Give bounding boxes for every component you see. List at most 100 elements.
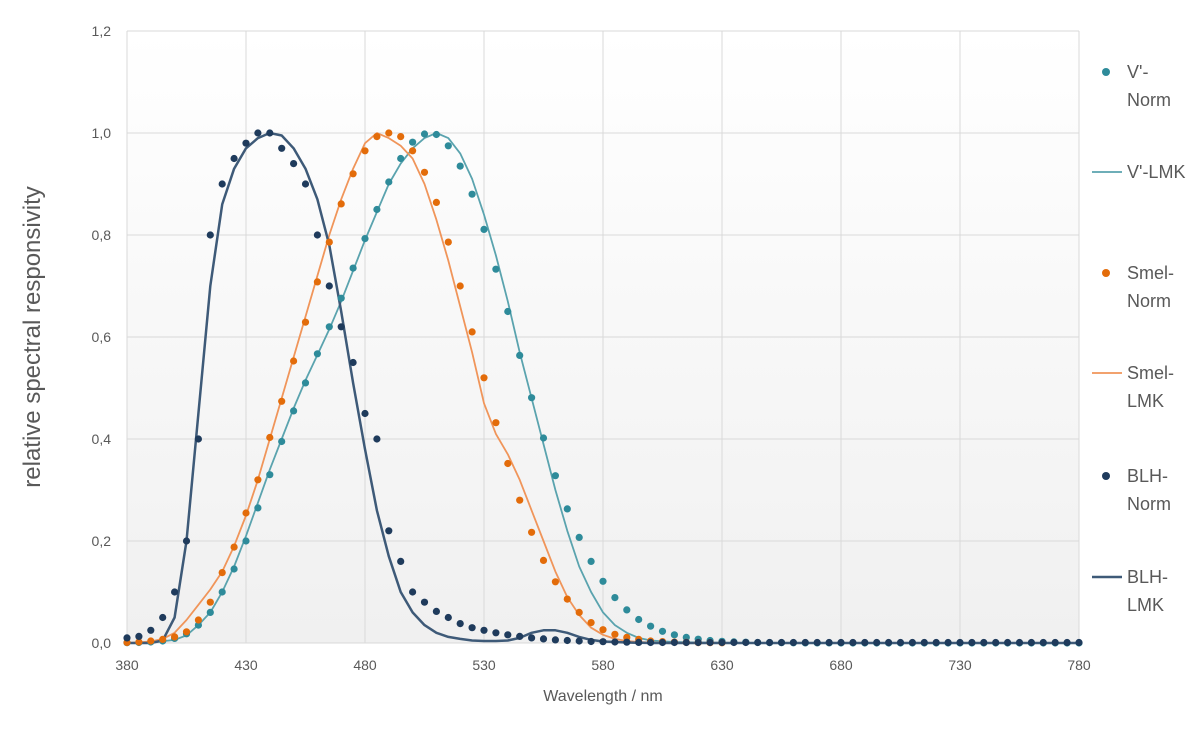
data-point bbox=[528, 528, 536, 536]
data-point bbox=[301, 180, 310, 188]
data-point bbox=[159, 613, 167, 622]
legend-label-line: Smel- bbox=[1127, 263, 1174, 283]
y-tick-label: 0,4 bbox=[92, 431, 112, 447]
data-point bbox=[742, 638, 750, 647]
y-tick-label: 0,0 bbox=[92, 635, 112, 651]
data-point bbox=[218, 180, 226, 188]
data-point bbox=[992, 638, 1000, 647]
data-point bbox=[409, 588, 417, 596]
data-point bbox=[766, 638, 774, 647]
data-point bbox=[516, 632, 524, 641]
legend-label-line: BLH- bbox=[1127, 466, 1168, 486]
data-point bbox=[611, 638, 619, 646]
data-point bbox=[468, 328, 476, 336]
data-point bbox=[504, 631, 512, 639]
data-point bbox=[242, 139, 250, 147]
data-point bbox=[218, 569, 226, 577]
data-point bbox=[599, 577, 607, 585]
data-point bbox=[230, 154, 238, 163]
data-point bbox=[290, 357, 298, 365]
data-point bbox=[789, 638, 798, 647]
data-point bbox=[587, 557, 595, 566]
data-point bbox=[420, 598, 429, 606]
legend-label-line: BLH- bbox=[1127, 567, 1168, 587]
data-point bbox=[290, 407, 298, 415]
data-point bbox=[159, 635, 167, 644]
data-point bbox=[432, 607, 440, 616]
data-point bbox=[849, 638, 857, 647]
data-point bbox=[956, 638, 964, 647]
data-point bbox=[361, 147, 369, 155]
data-point bbox=[337, 200, 345, 208]
data-point bbox=[694, 638, 702, 647]
legend-label-line: Norm bbox=[1127, 291, 1171, 311]
legend-marker-dot bbox=[1102, 472, 1110, 480]
data-point bbox=[361, 409, 369, 418]
data-point bbox=[432, 130, 440, 139]
data-point bbox=[325, 238, 333, 246]
legend-item: BLH- LMK bbox=[1092, 567, 1168, 615]
data-point bbox=[147, 637, 155, 645]
legend-item: Smel- Norm bbox=[1102, 263, 1174, 311]
data-point bbox=[777, 638, 786, 647]
data-point bbox=[730, 638, 738, 647]
legend-label-line: Smel- bbox=[1127, 363, 1174, 383]
data-point bbox=[968, 638, 976, 647]
x-tick-label: 630 bbox=[710, 657, 734, 673]
data-point bbox=[420, 168, 429, 176]
data-point bbox=[575, 608, 583, 617]
data-point bbox=[492, 265, 500, 273]
data-point bbox=[337, 323, 345, 331]
data-point bbox=[1051, 638, 1059, 647]
data-point bbox=[218, 588, 226, 596]
data-point bbox=[623, 638, 631, 646]
legend-label-line: V'-LMK bbox=[1127, 162, 1185, 182]
data-point bbox=[587, 619, 595, 627]
data-point bbox=[563, 505, 571, 513]
data-point bbox=[516, 351, 524, 359]
data-point bbox=[1063, 638, 1071, 647]
data-point bbox=[230, 565, 238, 573]
data-point bbox=[147, 626, 155, 634]
data-point bbox=[242, 537, 250, 545]
x-tick-label: 480 bbox=[353, 657, 377, 673]
data-point bbox=[682, 633, 690, 642]
legend-item: Smel- LMK bbox=[1092, 363, 1174, 411]
data-point bbox=[444, 238, 452, 246]
data-point bbox=[206, 598, 214, 606]
y-tick-label: 0,8 bbox=[92, 227, 112, 243]
data-point bbox=[932, 638, 940, 647]
data-point bbox=[373, 205, 381, 214]
legend-label: BLH- LMK bbox=[1127, 567, 1168, 615]
data-point bbox=[920, 638, 928, 647]
data-point bbox=[254, 129, 262, 137]
x-tick-label: 680 bbox=[829, 657, 853, 673]
series-blh-lmk bbox=[127, 131, 1079, 645]
legend-label-line: Norm bbox=[1127, 494, 1171, 514]
data-point bbox=[278, 397, 286, 405]
data-point bbox=[658, 638, 667, 647]
data-point bbox=[290, 160, 298, 168]
data-point bbox=[242, 509, 250, 517]
y-tick-label: 0,2 bbox=[92, 533, 112, 549]
x-tick-label: 780 bbox=[1067, 657, 1091, 673]
data-point bbox=[135, 638, 143, 646]
series-line bbox=[127, 131, 1079, 645]
data-point bbox=[194, 435, 202, 443]
data-point bbox=[706, 638, 714, 647]
data-point bbox=[492, 629, 500, 637]
data-point bbox=[563, 636, 571, 645]
x-axis-label: Wavelength / nm bbox=[543, 688, 662, 705]
data-point bbox=[801, 638, 809, 647]
data-point bbox=[682, 638, 690, 647]
data-point bbox=[944, 638, 952, 647]
data-point bbox=[349, 264, 357, 272]
data-point bbox=[611, 630, 619, 638]
legend-label-line: LMK bbox=[1127, 595, 1164, 615]
data-point bbox=[194, 621, 202, 629]
data-point bbox=[551, 472, 560, 480]
data-point bbox=[337, 294, 345, 302]
data-point bbox=[301, 318, 310, 326]
data-point bbox=[647, 638, 655, 647]
